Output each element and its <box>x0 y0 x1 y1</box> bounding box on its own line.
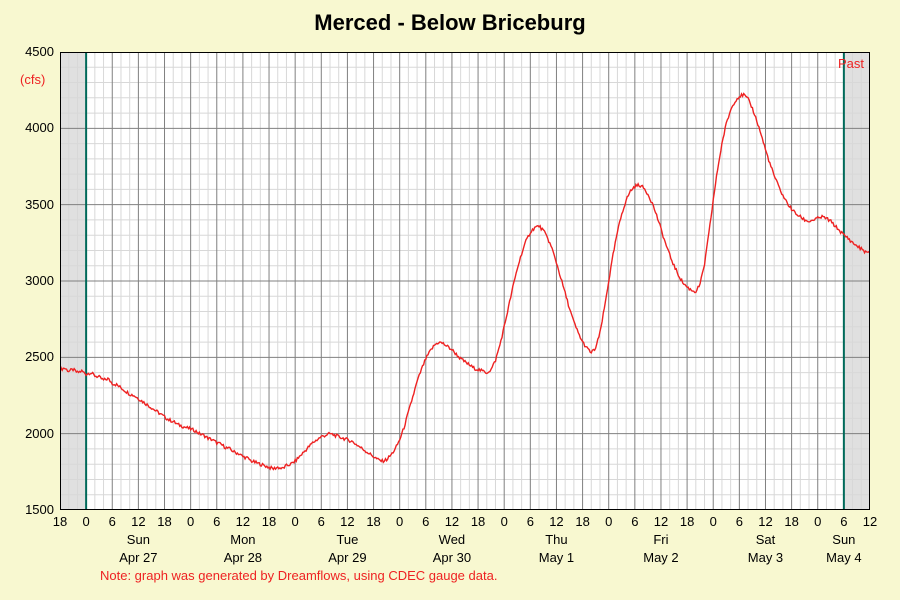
chart-note: Note: graph was generated by Dreamflows,… <box>100 568 497 583</box>
x-tick-label: 0 <box>808 514 828 529</box>
y-tick-label: 3000 <box>4 273 54 288</box>
date-label: Apr 29 <box>307 550 387 565</box>
x-tick-label: 6 <box>207 514 227 529</box>
x-tick-label: 0 <box>390 514 410 529</box>
x-tick-label: 6 <box>102 514 122 529</box>
plot-svg <box>60 52 870 510</box>
date-label: May 3 <box>725 550 805 565</box>
x-tick-label: 18 <box>155 514 175 529</box>
units-label: (cfs) <box>20 72 45 87</box>
x-tick-label: 0 <box>599 514 619 529</box>
date-label: May 4 <box>804 550 884 565</box>
date-label: May 1 <box>516 550 596 565</box>
chart-title: Merced - Below Briceburg <box>0 10 900 36</box>
plot-area: Past <box>60 52 870 510</box>
y-tick-label: 4500 <box>4 44 54 59</box>
x-tick-label: 6 <box>416 514 436 529</box>
y-tick-label: 4000 <box>4 120 54 135</box>
x-tick-label: 0 <box>181 514 201 529</box>
x-tick-label: 12 <box>546 514 566 529</box>
x-tick-label: 12 <box>337 514 357 529</box>
day-of-week-label: Tue <box>307 532 387 547</box>
day-of-week-label: Sat <box>725 532 805 547</box>
x-tick-label: 18 <box>364 514 384 529</box>
y-tick-label: 1500 <box>4 502 54 517</box>
chart-page: Merced - Below Briceburg (cfs) Past 1500… <box>0 0 900 600</box>
y-tick-label: 2000 <box>4 426 54 441</box>
x-tick-label: 18 <box>259 514 279 529</box>
day-of-week-label: Fri <box>621 532 701 547</box>
x-tick-label: 0 <box>76 514 96 529</box>
x-tick-label: 12 <box>442 514 462 529</box>
day-of-week-label: Thu <box>516 532 596 547</box>
day-of-week-label: Mon <box>203 532 283 547</box>
x-tick-label: 6 <box>625 514 645 529</box>
x-tick-label: 18 <box>50 514 70 529</box>
x-tick-label: 12 <box>651 514 671 529</box>
x-tick-label: 12 <box>233 514 253 529</box>
day-of-week-label: Wed <box>412 532 492 547</box>
x-tick-label: 0 <box>703 514 723 529</box>
x-tick-label: 18 <box>677 514 697 529</box>
y-tick-label: 3500 <box>4 197 54 212</box>
date-label: Apr 30 <box>412 550 492 565</box>
x-tick-label: 18 <box>468 514 488 529</box>
x-tick-label: 0 <box>494 514 514 529</box>
x-tick-label: 6 <box>834 514 854 529</box>
x-tick-label: 18 <box>573 514 593 529</box>
past-label: Past <box>838 56 864 71</box>
date-label: Apr 28 <box>203 550 283 565</box>
x-tick-label: 12 <box>860 514 880 529</box>
date-label: May 2 <box>621 550 701 565</box>
x-tick-label: 12 <box>755 514 775 529</box>
x-tick-label: 12 <box>128 514 148 529</box>
y-tick-label: 2500 <box>4 349 54 364</box>
day-of-week-label: Sun <box>804 532 884 547</box>
x-tick-label: 6 <box>729 514 749 529</box>
day-of-week-label: Sun <box>98 532 178 547</box>
x-tick-label: 0 <box>285 514 305 529</box>
x-tick-label: 18 <box>782 514 802 529</box>
x-tick-label: 6 <box>311 514 331 529</box>
x-tick-label: 6 <box>520 514 540 529</box>
date-label: Apr 27 <box>98 550 178 565</box>
